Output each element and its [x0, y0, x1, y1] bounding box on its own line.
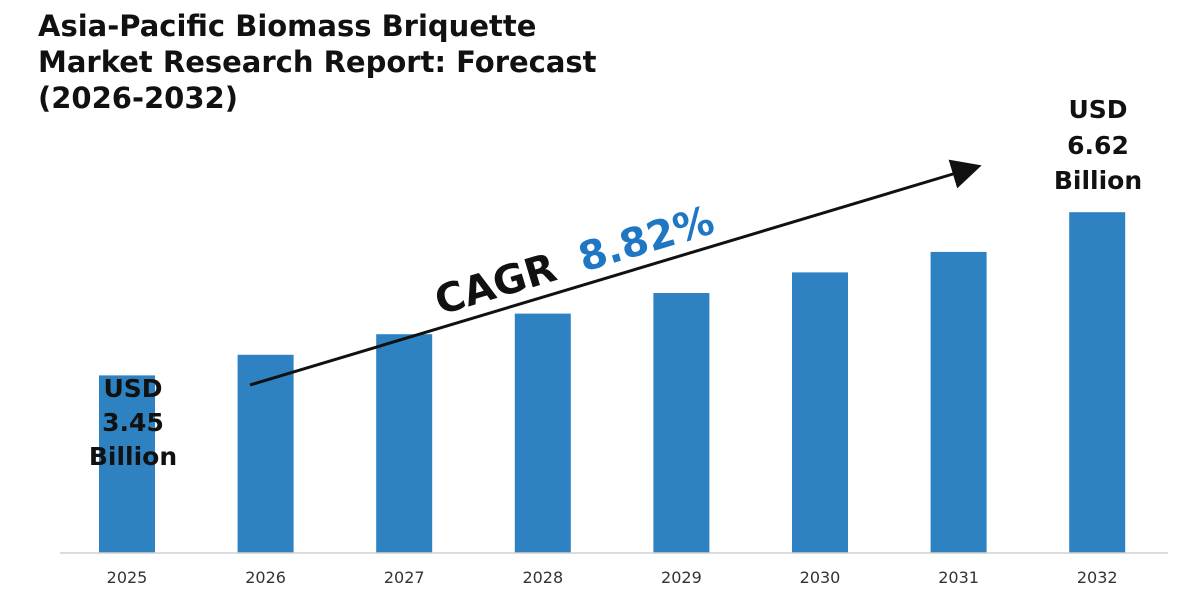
bar-2030 — [792, 272, 848, 553]
chart-title: Asia-Pacific Biomass Briquette Market Re… — [38, 9, 597, 115]
start-callout-value: 3.45 — [102, 408, 164, 437]
bar-2026 — [237, 354, 294, 553]
end-callout-line1: USD — [1068, 95, 1127, 124]
x-tick-2028: 2028 — [522, 568, 563, 587]
x-tick-2027: 2027 — [384, 568, 425, 587]
x-tick-2032: 2032 — [1077, 568, 1118, 587]
x-tick-2029: 2029 — [661, 568, 702, 587]
start-callout-unit: Billion — [89, 442, 177, 471]
x-tick-2025: 2025 — [107, 568, 148, 587]
cagr-value: 8.82% — [573, 198, 719, 282]
bar-2032 — [1069, 212, 1126, 553]
trend-arrow — [249, 159, 982, 387]
bar-2029 — [653, 293, 710, 553]
start-callout-line1: USD — [103, 374, 162, 403]
x-tick-2026: 2026 — [245, 568, 286, 587]
x-tick-2031: 2031 — [938, 568, 979, 587]
bar-2025 — [99, 375, 155, 553]
bar-2027 — [376, 334, 433, 553]
x-tick-labels: 2025 2026 2027 2028 2029 2030 2031 2032 — [107, 568, 1118, 587]
bars-group — [99, 212, 1126, 553]
bar-2028 — [514, 313, 571, 553]
x-tick-2030: 2030 — [800, 568, 841, 587]
end-callout-unit: Billion — [1054, 166, 1142, 195]
end-callout-value: 6.62 — [1067, 131, 1129, 160]
bar-2031 — [930, 251, 987, 553]
